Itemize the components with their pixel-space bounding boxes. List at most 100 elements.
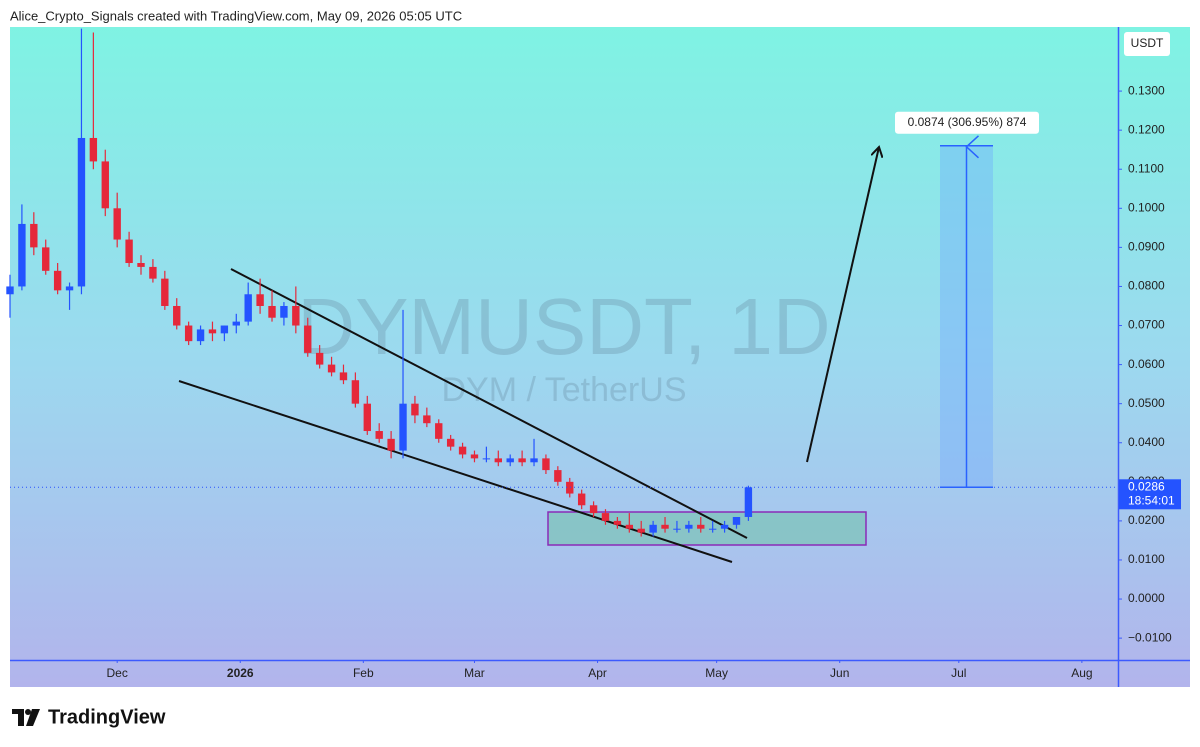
candle-body xyxy=(6,286,14,295)
candle-body xyxy=(566,481,574,494)
brand: TradingView xyxy=(48,706,166,728)
candle-body xyxy=(304,325,312,353)
x-tick-label: May xyxy=(705,666,728,680)
y-tick-label: −0.0100 xyxy=(1128,630,1172,644)
candle-body xyxy=(101,161,109,209)
candle-body xyxy=(137,263,145,267)
candle-body xyxy=(292,305,300,326)
x-tick-label: Dec xyxy=(107,666,128,680)
candle-body xyxy=(744,487,753,517)
candle-body xyxy=(232,321,240,326)
candle-body xyxy=(446,438,455,447)
candle-body xyxy=(244,294,252,322)
candle-body xyxy=(470,454,479,459)
y-tick-label: 0.0600 xyxy=(1128,357,1165,371)
candle-body xyxy=(42,247,50,271)
candle-body xyxy=(89,137,98,162)
candle-body xyxy=(161,278,169,306)
y-tick-label: 0.1200 xyxy=(1128,122,1165,136)
candle-body xyxy=(577,493,586,506)
projection-arrow xyxy=(806,147,879,463)
y-tick-label: 0.0000 xyxy=(1128,591,1165,605)
candle-body xyxy=(196,329,205,342)
candle-body xyxy=(542,458,550,471)
candle-body xyxy=(732,516,741,525)
currency: USDT xyxy=(1131,36,1164,50)
y-tick-label: 0.0500 xyxy=(1128,396,1165,410)
candle-body xyxy=(601,513,610,521)
candle-body xyxy=(30,223,38,248)
attribution: Alice_Crypto_Signals created with Tradin… xyxy=(10,8,462,23)
candle-body xyxy=(256,294,264,306)
x-tick-label: Mar xyxy=(464,666,485,680)
candle-body xyxy=(649,524,657,533)
y-tick-label: 0.0400 xyxy=(1128,435,1165,449)
y-tick-label: 0.1300 xyxy=(1128,83,1165,97)
candle-body xyxy=(149,266,157,279)
last-price: 0.0286 xyxy=(1128,479,1165,493)
countdown: 18:54:01 xyxy=(1128,493,1175,507)
candle-body xyxy=(661,524,669,529)
x-tick-label: Feb xyxy=(353,666,374,680)
candle-body xyxy=(685,524,693,529)
candle-body xyxy=(184,325,193,342)
candle-body xyxy=(53,270,62,291)
measure-label: 0.0874 (306.95%) 874 xyxy=(908,115,1027,129)
watermark-sub: DYM / TetherUS xyxy=(441,371,686,409)
candle-body xyxy=(125,239,133,264)
y-tick-label: 0.0700 xyxy=(1128,318,1165,332)
candle-body xyxy=(506,458,514,463)
y-tick-label: 0.1100 xyxy=(1128,161,1164,175)
candle-body xyxy=(697,524,705,529)
y-tick-label: 0.0800 xyxy=(1128,279,1165,293)
y-tick-label: 0.0100 xyxy=(1128,552,1165,566)
candle-body xyxy=(613,520,622,525)
candle-body xyxy=(375,431,383,439)
candle-body xyxy=(435,423,443,439)
candle-body xyxy=(708,528,717,530)
watermark: DYMUSDT, 1D xyxy=(297,282,830,371)
candle-body xyxy=(554,470,562,482)
x-tick-label: Apr xyxy=(588,666,607,680)
x-tick-label: Aug xyxy=(1071,666,1092,680)
candle-body xyxy=(494,458,502,463)
candle-body xyxy=(268,305,276,318)
candle-body xyxy=(18,223,26,287)
candle-body xyxy=(637,528,645,533)
candle-body xyxy=(280,305,288,318)
measure-label-box xyxy=(895,111,1039,134)
candle-body xyxy=(399,403,407,451)
x-tick-label: 2026 xyxy=(227,666,254,680)
candle-body xyxy=(673,528,681,530)
candle-body xyxy=(387,438,395,451)
candle-body xyxy=(220,325,229,334)
candle-body xyxy=(720,524,729,529)
candle-body xyxy=(625,524,633,529)
candle-body xyxy=(339,372,348,381)
candle-body xyxy=(327,364,336,373)
candle-body xyxy=(351,380,360,404)
candle-body xyxy=(363,403,371,432)
currency-badge xyxy=(1124,32,1170,56)
x-tick-label: Jun xyxy=(830,666,849,680)
candle-body xyxy=(482,458,491,460)
chart-background xyxy=(10,27,1190,687)
trendline-upper xyxy=(230,268,748,539)
candle-body xyxy=(423,415,431,424)
candle-body xyxy=(113,208,121,240)
candle-body xyxy=(518,458,526,463)
candle-body xyxy=(315,352,324,365)
x-tick-label: Jul xyxy=(951,666,966,680)
candle-body xyxy=(530,458,538,463)
brand-logo xyxy=(12,709,40,726)
candle-body xyxy=(458,446,467,455)
y-tick-label: 0.1000 xyxy=(1128,200,1165,214)
y-tick-label: 0.0900 xyxy=(1128,240,1165,254)
candle-body xyxy=(77,137,86,287)
candle-body xyxy=(589,505,598,514)
candle-body xyxy=(173,305,181,326)
candle-body xyxy=(411,403,419,416)
last-price-badge xyxy=(1119,479,1181,510)
y-tick-label: 0.0200 xyxy=(1128,513,1165,527)
